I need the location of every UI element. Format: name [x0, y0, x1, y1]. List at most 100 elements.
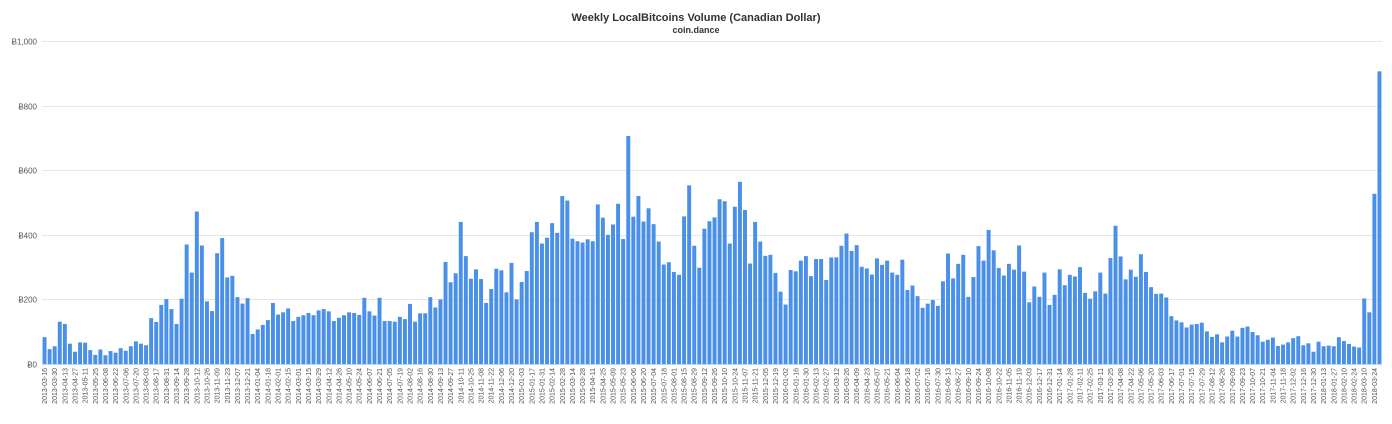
- bar[interactable]: [555, 232, 560, 364]
- bar[interactable]: [306, 312, 311, 364]
- bar[interactable]: [281, 312, 286, 364]
- bar[interactable]: [1296, 336, 1301, 364]
- bar[interactable]: [276, 314, 280, 364]
- bar[interactable]: [357, 314, 362, 364]
- bar[interactable]: [702, 228, 707, 364]
- bar[interactable]: [585, 239, 590, 364]
- bar[interactable]: [814, 259, 819, 364]
- bar[interactable]: [1235, 336, 1240, 364]
- bar[interactable]: [67, 343, 72, 364]
- bar[interactable]: [204, 301, 209, 364]
- bar[interactable]: [956, 263, 961, 364]
- bar[interactable]: [854, 245, 859, 364]
- bar[interactable]: [1240, 327, 1245, 364]
- bar[interactable]: [98, 349, 103, 364]
- bar[interactable]: [108, 351, 113, 364]
- bar[interactable]: [260, 324, 265, 364]
- bar[interactable]: [697, 267, 702, 364]
- bar[interactable]: [570, 238, 575, 364]
- bar[interactable]: [971, 277, 976, 364]
- bar[interactable]: [265, 320, 270, 364]
- bar[interactable]: [113, 352, 118, 364]
- bar[interactable]: [1179, 322, 1184, 364]
- bar[interactable]: [783, 304, 788, 364]
- bar[interactable]: [78, 342, 83, 364]
- bar[interactable]: [1006, 263, 1011, 364]
- bar[interactable]: [220, 238, 225, 364]
- bar[interactable]: [367, 311, 372, 364]
- bar[interactable]: [1113, 225, 1118, 364]
- bar[interactable]: [230, 275, 235, 364]
- bar[interactable]: [793, 271, 798, 364]
- bar[interactable]: [869, 274, 874, 364]
- bar[interactable]: [1265, 339, 1270, 364]
- bar[interactable]: [514, 299, 519, 364]
- bar[interactable]: [326, 311, 331, 364]
- bar[interactable]: [342, 315, 346, 364]
- bar[interactable]: [961, 254, 966, 364]
- bar[interactable]: [270, 302, 275, 364]
- bar[interactable]: [301, 315, 306, 364]
- bar[interactable]: [1118, 256, 1123, 364]
- bar[interactable]: [1336, 337, 1341, 364]
- bar[interactable]: [235, 297, 240, 364]
- bar[interactable]: [1341, 341, 1346, 364]
- bar[interactable]: [910, 285, 915, 364]
- bar[interactable]: [362, 297, 367, 364]
- bar[interactable]: [651, 224, 656, 364]
- bar[interactable]: [316, 310, 321, 364]
- bar[interactable]: [189, 272, 194, 364]
- bar[interactable]: [1377, 71, 1382, 365]
- bar[interactable]: [722, 201, 727, 364]
- bar[interactable]: [534, 221, 539, 364]
- bar[interactable]: [748, 263, 753, 364]
- bar[interactable]: [1108, 258, 1113, 364]
- bar[interactable]: [529, 232, 534, 364]
- bar[interactable]: [940, 281, 945, 364]
- bar[interactable]: [433, 307, 438, 364]
- bar[interactable]: [352, 312, 357, 364]
- bar[interactable]: [1362, 298, 1367, 364]
- bar[interactable]: [179, 298, 184, 364]
- bar[interactable]: [123, 350, 128, 364]
- bar[interactable]: [372, 315, 377, 364]
- bar[interactable]: [1301, 345, 1306, 364]
- bar[interactable]: [1123, 279, 1128, 364]
- bar[interactable]: [164, 299, 169, 364]
- bar[interactable]: [727, 243, 732, 364]
- bar[interactable]: [1159, 293, 1164, 364]
- bar[interactable]: [1067, 274, 1072, 364]
- bar[interactable]: [453, 273, 458, 364]
- bar[interactable]: [844, 233, 849, 364]
- bar[interactable]: [1281, 344, 1285, 364]
- bar[interactable]: [1072, 276, 1077, 364]
- bar[interactable]: [946, 253, 950, 364]
- bar[interactable]: [1149, 287, 1154, 364]
- bar[interactable]: [382, 321, 387, 364]
- bar[interactable]: [616, 203, 621, 364]
- bar[interactable]: [798, 260, 803, 364]
- bar[interactable]: [1270, 337, 1275, 364]
- bar[interactable]: [758, 241, 763, 364]
- bar[interactable]: [509, 262, 514, 364]
- bar[interactable]: [671, 271, 676, 364]
- bar[interactable]: [890, 272, 895, 364]
- bar[interactable]: [443, 261, 448, 364]
- bar[interactable]: [1154, 293, 1159, 364]
- bar[interactable]: [930, 300, 935, 364]
- bar[interactable]: [712, 217, 717, 364]
- bar[interactable]: [423, 313, 428, 364]
- bar[interactable]: [1275, 345, 1280, 364]
- bar[interactable]: [499, 270, 504, 364]
- bar[interactable]: [824, 280, 829, 364]
- bar[interactable]: [199, 245, 204, 364]
- bar[interactable]: [149, 318, 154, 364]
- bar[interactable]: [245, 298, 250, 364]
- bar[interactable]: [1189, 324, 1194, 364]
- bar[interactable]: [666, 262, 671, 364]
- bar[interactable]: [935, 305, 940, 364]
- bar[interactable]: [641, 221, 646, 364]
- bar[interactable]: [966, 296, 971, 364]
- bar[interactable]: [1352, 346, 1357, 364]
- bar[interactable]: [159, 304, 164, 364]
